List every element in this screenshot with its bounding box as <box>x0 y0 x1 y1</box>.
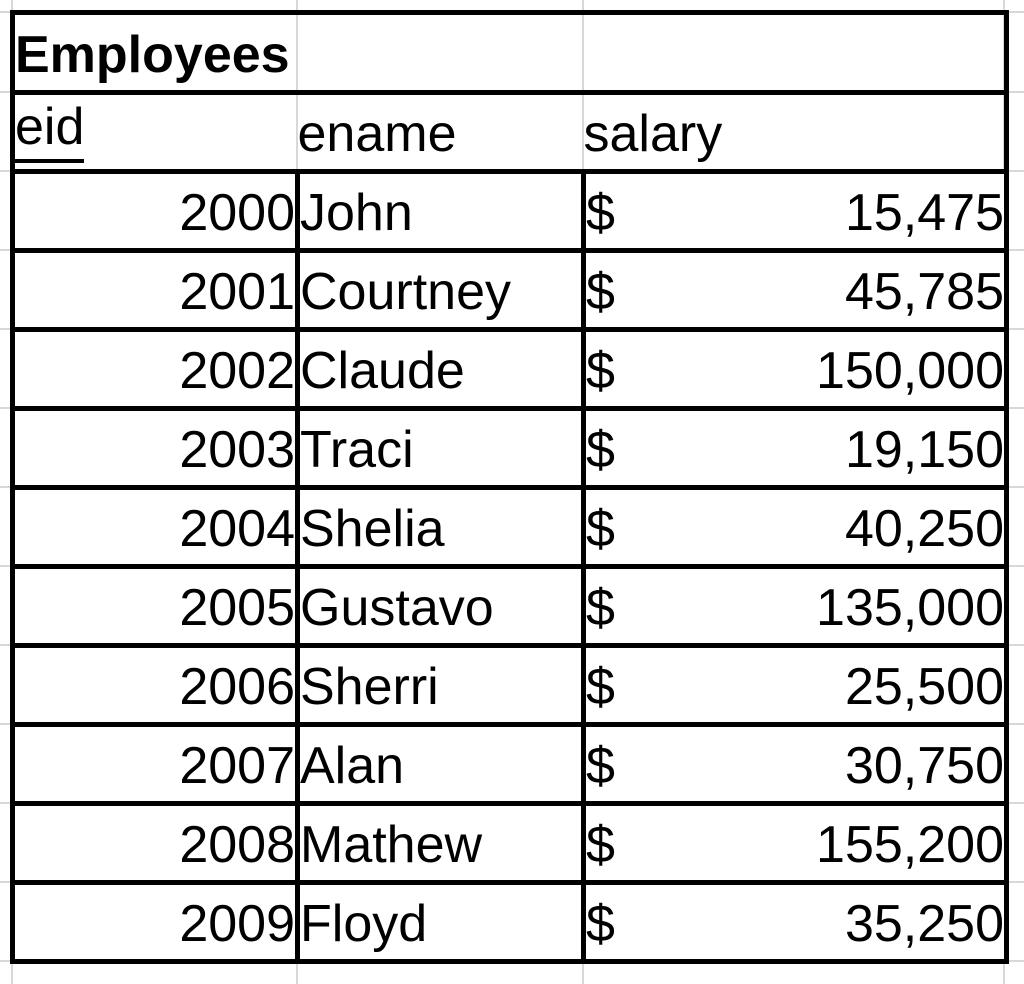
cell-ename[interactable]: Gustavo <box>295 564 586 648</box>
cell-ename[interactable]: Claude <box>295 327 586 411</box>
salary-accounting-format: $ 45,785 <box>586 262 1005 321</box>
currency-symbol: $ <box>586 815 615 874</box>
currency-symbol: $ <box>586 578 615 637</box>
table-row: 2005 Gustavo $ 135,000 <box>10 564 1010 648</box>
currency-symbol: $ <box>586 183 615 242</box>
table-row: 2001 Courtney $ 45,785 <box>10 248 1010 332</box>
cell-eid[interactable]: 2009 <box>10 880 300 964</box>
salary-accounting-format: $ 15,475 <box>586 183 1005 242</box>
currency-symbol: $ <box>586 420 615 479</box>
salary-amount: 40,250 <box>844 499 1005 558</box>
salary-accounting-format: $ 155,200 <box>586 815 1005 874</box>
salary-amount: 135,000 <box>816 578 1005 637</box>
salary-accounting-format: $ 35,250 <box>586 894 1005 953</box>
cell-eid[interactable]: 2005 <box>10 564 300 648</box>
currency-symbol: $ <box>586 736 615 795</box>
cell-salary[interactable]: $ 155,200 <box>580 801 1010 885</box>
salary-accounting-format: $ 19,150 <box>586 420 1005 479</box>
column-header-eid-label: eid <box>17 98 85 163</box>
cell-ename[interactable]: Floyd <box>295 880 586 964</box>
cell-eid[interactable]: 2002 <box>10 327 300 411</box>
salary-amount: 155,200 <box>816 815 1005 874</box>
employees-table: Employees eid ename salary 2000 John $ 1… <box>9 10 1010 964</box>
column-header-eid[interactable]: eid <box>10 90 298 174</box>
table-row: 2007 Alan $ 30,750 <box>10 722 1010 806</box>
cell-eid[interactable]: 2004 <box>10 485 300 569</box>
cell-ename[interactable]: Sherri <box>295 643 586 727</box>
salary-amount: 150,000 <box>816 341 1005 400</box>
salary-amount: 15,475 <box>844 183 1005 242</box>
cell-ename[interactable]: John <box>295 169 586 253</box>
salary-accounting-format: $ 25,500 <box>586 657 1005 716</box>
cell-ename[interactable]: Mathew <box>295 801 586 885</box>
currency-symbol: $ <box>586 894 615 953</box>
salary-amount: 35,250 <box>844 894 1005 953</box>
cell-eid[interactable]: 2008 <box>10 801 300 885</box>
table-title-cell[interactable]: Employees <box>9 10 1010 95</box>
table-row: 2003 Traci $ 19,150 <box>10 406 1010 490</box>
table-header-row: eid ename salary <box>10 90 1010 174</box>
table-row: 2002 Claude $ 150,000 <box>10 327 1010 411</box>
cell-salary[interactable]: $ 135,000 <box>580 564 1010 648</box>
salary-amount: 19,150 <box>844 420 1005 479</box>
cell-eid[interactable]: 2003 <box>10 406 300 490</box>
table-row: 2008 Mathew $ 155,200 <box>10 801 1010 885</box>
cell-salary[interactable]: $ 25,500 <box>580 643 1010 727</box>
salary-amount: 45,785 <box>844 262 1005 321</box>
column-header-ename[interactable]: ename <box>297 90 584 174</box>
column-header-salary[interactable]: salary <box>583 90 1010 174</box>
cell-ename[interactable]: Shelia <box>295 485 586 569</box>
table-title-row: Employees <box>9 10 1010 95</box>
cell-ename[interactable]: Traci <box>295 406 586 490</box>
currency-symbol: $ <box>586 341 615 400</box>
cell-ename[interactable]: Courtney <box>295 248 586 332</box>
cell-eid[interactable]: 2000 <box>10 169 300 253</box>
table-row: 2004 Shelia $ 40,250 <box>10 485 1010 569</box>
table-row: 2009 Floyd $ 35,250 <box>10 880 1010 964</box>
table-row: 2000 John $ 15,475 <box>10 169 1010 253</box>
salary-amount: 25,500 <box>844 657 1005 716</box>
salary-accounting-format: $ 30,750 <box>586 736 1005 795</box>
cell-salary[interactable]: $ 150,000 <box>580 327 1010 411</box>
cell-salary[interactable]: $ 30,750 <box>580 722 1010 806</box>
cell-eid[interactable]: 2006 <box>10 643 300 727</box>
salary-amount: 30,750 <box>844 736 1005 795</box>
cell-salary[interactable]: $ 15,475 <box>580 169 1010 253</box>
cell-ename[interactable]: Alan <box>295 722 586 806</box>
salary-accounting-format: $ 40,250 <box>586 499 1005 558</box>
cell-eid[interactable]: 2007 <box>10 722 300 806</box>
salary-accounting-format: $ 135,000 <box>586 578 1005 637</box>
currency-symbol: $ <box>586 262 615 321</box>
table-row: 2006 Sherri $ 25,500 <box>10 643 1010 727</box>
cell-salary[interactable]: $ 45,785 <box>580 248 1010 332</box>
cell-eid[interactable]: 2001 <box>10 248 300 332</box>
currency-symbol: $ <box>586 499 615 558</box>
cell-salary[interactable]: $ 40,250 <box>580 485 1010 569</box>
currency-symbol: $ <box>586 657 615 716</box>
cell-salary[interactable]: $ 19,150 <box>580 406 1010 490</box>
salary-accounting-format: $ 150,000 <box>586 341 1005 400</box>
cell-salary[interactable]: $ 35,250 <box>580 880 1010 964</box>
